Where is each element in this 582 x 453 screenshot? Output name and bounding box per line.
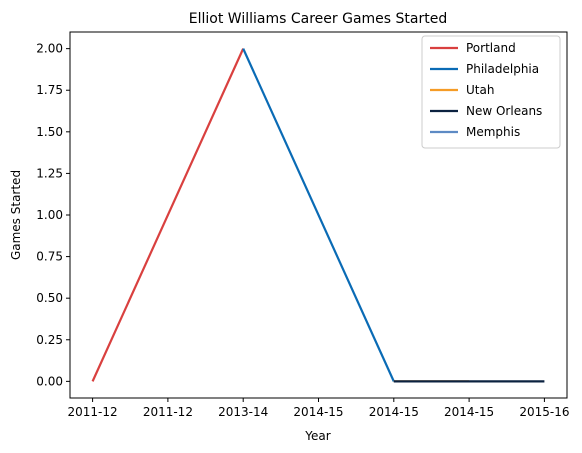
legend-label-portland: Portland	[466, 41, 516, 55]
x-tick-label: 2011-12	[143, 405, 193, 419]
y-tick-label: 1.00	[36, 208, 63, 222]
x-tick-label: 2014-15	[369, 405, 419, 419]
y-axis: 0.00 0.25 0.50 0.75 1.00 1.25 1.50 1.75 2.00	[36, 42, 70, 388]
x-axis: 2011-12 2011-12 2013-14 2014-15 2014-15 2014-…	[68, 398, 569, 419]
y-tick-label: 1.25	[36, 166, 63, 180]
x-tick-label: 2014-15	[444, 405, 494, 419]
legend-label-philadelphia: Philadelphia	[466, 62, 539, 76]
y-axis-label: Games Started	[9, 170, 23, 260]
series-line-portland	[91, 48, 245, 382]
y-tick-label: 0.50	[36, 291, 63, 305]
y-tick-label: 1.50	[36, 125, 63, 139]
chart-title: Elliot Williams Career Games Started	[189, 11, 447, 27]
legend-label-new-orleans: New Orleans	[466, 104, 542, 118]
legend-box	[421, 35, 561, 149]
legend: Portland Philadelphia Utah New Orleans Memph…	[421, 35, 561, 149]
y-tick-label: 0.00	[36, 374, 63, 388]
x-tick-label: 2014-15	[293, 405, 343, 419]
y-tick-label: 2.00	[36, 42, 63, 56]
y-tick-label: 0.25	[36, 333, 63, 347]
y-tick-label: 1.75	[36, 83, 63, 97]
series-line-philadelphia	[242, 48, 395, 382]
x-tick-label: 2013-14	[218, 405, 268, 419]
legend-label-utah: Utah	[466, 83, 494, 97]
y-tick-label: 0.75	[36, 250, 63, 264]
legend-label-memphis: Memphis	[466, 125, 520, 139]
x-tick-label: 2011-12	[68, 405, 118, 419]
x-tick-label: 2015-16	[519, 405, 569, 419]
x-axis-label: Year	[304, 429, 330, 443]
